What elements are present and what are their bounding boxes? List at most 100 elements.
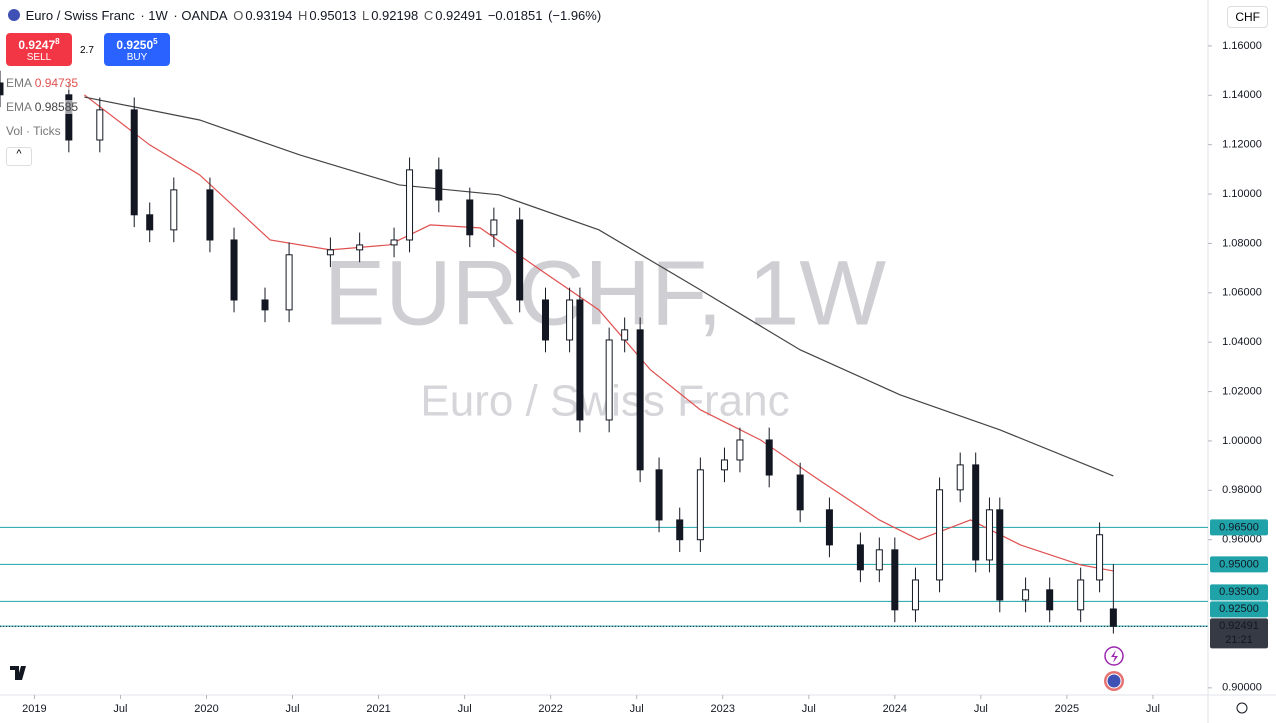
candle-body xyxy=(1046,589,1054,611)
x-tick-label: 2024 xyxy=(883,703,907,715)
candle-body xyxy=(720,459,728,471)
candle-body xyxy=(466,199,474,236)
candle-body xyxy=(696,469,704,541)
x-tick-label: Jul xyxy=(113,703,127,715)
x-tick-label: 2022 xyxy=(538,703,562,715)
x-tick-label: 2019 xyxy=(22,703,46,715)
candle xyxy=(765,427,773,488)
ema-name: EMA xyxy=(6,76,32,90)
candle xyxy=(891,537,899,623)
candle xyxy=(875,537,883,583)
level-label-text: 0.95000 xyxy=(1219,558,1259,570)
candle-body xyxy=(956,464,964,491)
candle xyxy=(516,207,524,313)
candle-body xyxy=(825,509,833,546)
level-label-box xyxy=(1210,601,1268,618)
candle-body xyxy=(736,439,744,461)
close-label: C xyxy=(423,8,434,23)
candle xyxy=(985,497,993,573)
y-tick-label: 1.00000 xyxy=(1222,435,1262,447)
candle-body xyxy=(605,339,613,421)
settings-icon[interactable] xyxy=(1236,702,1248,714)
high-value: 0.95013 xyxy=(309,8,357,23)
candle xyxy=(65,82,73,153)
x-tick-label: Jul xyxy=(802,703,816,715)
candle-body xyxy=(206,189,214,241)
y-tick-label: 0.98000 xyxy=(1222,484,1262,496)
ema-legend-1: EMA 0.98585 xyxy=(6,100,79,114)
candle xyxy=(621,317,629,353)
buy-label: BUY xyxy=(126,52,148,63)
ema-line xyxy=(84,96,1114,477)
candle-body xyxy=(1109,608,1117,627)
source: OANDA xyxy=(181,8,228,23)
candle-body xyxy=(96,109,104,141)
candle xyxy=(1022,577,1030,613)
candle-body xyxy=(765,439,773,476)
sell-button[interactable]: 0.92478 SELL xyxy=(6,33,72,66)
candle xyxy=(0,70,4,108)
y-tick-label: 1.16000 xyxy=(1222,40,1262,52)
candle xyxy=(636,317,644,483)
current-price-text: 0.92491 xyxy=(1219,620,1259,632)
low-label: L xyxy=(361,8,370,23)
candle-body xyxy=(490,219,498,236)
candle xyxy=(326,237,334,268)
y-tick-label: 1.06000 xyxy=(1222,287,1262,299)
symbol-name: Euro / Swiss Franc xyxy=(25,8,135,23)
candle xyxy=(720,447,728,483)
ema-legend-0: EMA 0.94735 xyxy=(6,76,79,90)
candle xyxy=(996,497,1004,613)
candle-body xyxy=(65,94,73,141)
candle xyxy=(972,452,980,573)
spread: 2.7 xyxy=(80,45,94,56)
candle xyxy=(390,227,398,258)
candle xyxy=(566,287,574,353)
candle-body xyxy=(621,329,629,341)
candle xyxy=(736,427,744,473)
candle xyxy=(206,177,214,253)
candle xyxy=(825,497,833,558)
y-tick-label: 0.90000 xyxy=(1222,682,1262,694)
high-label: H xyxy=(297,8,308,23)
buy-button[interactable]: 0.92505 BUY xyxy=(104,33,170,66)
countdown: 21:21 xyxy=(1225,634,1253,646)
candle-body xyxy=(972,464,980,561)
level-label-box xyxy=(1210,519,1268,536)
interval: 1W xyxy=(148,8,168,23)
candle xyxy=(576,287,584,433)
candle xyxy=(856,532,864,583)
candle xyxy=(911,567,919,623)
candle-body xyxy=(516,219,524,301)
level-label-text: 0.96500 xyxy=(1219,521,1259,533)
current-price-label: 0.92491 21:21 xyxy=(1210,618,1268,649)
candle-body xyxy=(576,299,584,421)
candle-body xyxy=(936,489,944,581)
buy-price: 0.9250 xyxy=(116,38,154,52)
candle-body xyxy=(435,169,443,201)
level-label-box xyxy=(1210,584,1268,601)
low-value: 0.92198 xyxy=(371,8,419,23)
candle-body xyxy=(996,509,1004,601)
candle xyxy=(261,287,269,323)
candle xyxy=(490,207,498,248)
symbol-flag xyxy=(8,9,20,21)
candle xyxy=(435,157,443,213)
x-tick-label: 2020 xyxy=(194,703,218,715)
candle-body xyxy=(406,169,414,241)
close-value: 0.92491 xyxy=(435,8,483,23)
collapse-button[interactable]: ^ xyxy=(6,147,32,166)
candle-body xyxy=(891,549,899,611)
candle-body xyxy=(655,469,663,521)
x-tick-label: Jul xyxy=(1146,703,1160,715)
currency-button[interactable]: CHF xyxy=(1227,6,1268,28)
candle xyxy=(230,227,238,313)
candle-body xyxy=(170,189,178,231)
level-label: 0.92500 xyxy=(1210,601,1268,618)
open-label: O xyxy=(233,8,244,23)
candle xyxy=(936,477,944,593)
tv-logo xyxy=(10,666,26,680)
sell-price: 0.9247 xyxy=(18,38,56,52)
watermark-subtitle: Euro / Swiss Franc xyxy=(420,377,789,426)
level-label-text: 0.92500 xyxy=(1219,603,1259,615)
